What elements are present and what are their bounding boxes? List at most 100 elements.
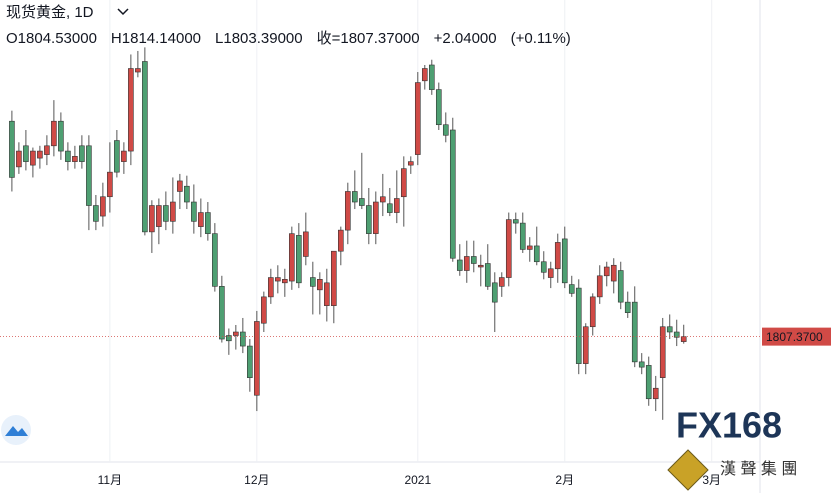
candle-body bbox=[121, 150, 127, 162]
candle-body bbox=[51, 120, 57, 147]
candle-body bbox=[310, 277, 316, 287]
watermark: FX168 漢 聲 集 團 bbox=[667, 405, 797, 491]
ohlc-value: H1814.14000 bbox=[111, 30, 201, 47]
candle-body bbox=[610, 264, 617, 282]
candle-body bbox=[575, 287, 582, 364]
candle-body bbox=[393, 198, 400, 213]
x-tick-label: 2月 bbox=[555, 473, 574, 487]
candle-body bbox=[540, 261, 547, 273]
ohlc-value: (+0.11%) bbox=[511, 30, 571, 47]
candle-body bbox=[282, 279, 288, 284]
candle-body bbox=[603, 266, 610, 277]
candle-body bbox=[666, 326, 673, 333]
candle-body bbox=[254, 321, 260, 396]
candle-body bbox=[477, 264, 484, 268]
candle-body bbox=[345, 191, 351, 231]
candle-body bbox=[205, 212, 211, 234]
candle-body bbox=[596, 275, 603, 298]
candle-body bbox=[289, 233, 295, 282]
candle-body bbox=[233, 331, 239, 336]
candle-body bbox=[373, 201, 379, 234]
candle-body bbox=[561, 238, 568, 284]
candle-body bbox=[163, 205, 169, 222]
last-price-label: 1807.3700 bbox=[766, 330, 823, 344]
candle-body bbox=[624, 301, 631, 313]
candle-body bbox=[114, 140, 120, 173]
candle-body bbox=[421, 68, 428, 82]
candle-body bbox=[379, 196, 386, 203]
candle-body bbox=[526, 245, 533, 250]
x-tick-label: 2021 bbox=[404, 473, 431, 487]
x-tick-label: 11月 bbox=[98, 473, 122, 487]
ohlc-value: 收=1807.37000 bbox=[317, 30, 420, 47]
candle-body bbox=[407, 161, 414, 166]
candle-body bbox=[470, 256, 477, 264]
candle-body bbox=[359, 198, 365, 206]
candle-body bbox=[135, 68, 141, 73]
ohlc-value: +2.04000 bbox=[434, 30, 497, 47]
candle-body bbox=[93, 205, 99, 222]
candle-body bbox=[23, 145, 29, 162]
candle-body bbox=[456, 259, 463, 271]
candle-body bbox=[226, 335, 232, 342]
candle-body bbox=[219, 286, 225, 340]
candle-body bbox=[484, 263, 491, 287]
logo-icon bbox=[1, 415, 31, 445]
dropdown-chevron[interactable] bbox=[117, 8, 129, 16]
last-price-tag bbox=[762, 327, 831, 346]
candle-body bbox=[107, 171, 113, 198]
candle-body bbox=[652, 387, 659, 400]
candle-body bbox=[16, 150, 22, 168]
candle-body bbox=[659, 326, 666, 378]
candle-body bbox=[519, 222, 526, 250]
candle-body bbox=[352, 191, 358, 203]
candle-body bbox=[149, 205, 155, 233]
candle-body bbox=[79, 145, 85, 162]
candle-body bbox=[142, 61, 148, 233]
candle-body bbox=[533, 245, 540, 263]
candle-body bbox=[589, 296, 596, 328]
candle-body bbox=[582, 326, 589, 364]
candle-body bbox=[198, 212, 204, 227]
candle-body bbox=[512, 219, 519, 224]
chart-title[interactable]: 现货黄金, 1D bbox=[6, 4, 94, 21]
candle-body bbox=[240, 331, 246, 347]
candle-body bbox=[128, 68, 134, 152]
candle-body bbox=[366, 205, 372, 234]
candle-body bbox=[505, 219, 512, 278]
candle-body bbox=[170, 201, 176, 222]
candle-body bbox=[261, 296, 267, 324]
candle-body bbox=[324, 282, 330, 306]
watermark-logo: FX168 bbox=[676, 405, 782, 446]
candle-body bbox=[44, 145, 50, 155]
candle-body bbox=[680, 336, 687, 342]
candle-body bbox=[547, 268, 554, 278]
watermark-name: 漢 聲 集 團 bbox=[720, 460, 797, 478]
candle-body bbox=[638, 361, 645, 368]
candle-body bbox=[491, 282, 498, 303]
candle-body bbox=[86, 145, 92, 206]
candle-body bbox=[9, 120, 15, 178]
candle-body bbox=[317, 279, 323, 291]
candle-body bbox=[442, 124, 449, 136]
candle-body bbox=[296, 235, 302, 284]
candle-body bbox=[568, 284, 575, 294]
candle-body bbox=[184, 185, 190, 203]
candle-body bbox=[58, 120, 64, 152]
candle-body bbox=[645, 365, 652, 400]
candle-body bbox=[156, 205, 162, 227]
candle-body bbox=[449, 129, 456, 259]
ohlc-value: L1803.39000 bbox=[215, 30, 303, 47]
candle-body bbox=[268, 277, 274, 298]
candle-body bbox=[554, 242, 561, 270]
candle-body bbox=[100, 196, 106, 217]
candle-body bbox=[212, 233, 218, 287]
candle-body bbox=[191, 201, 197, 222]
x-tick-label: 12月 bbox=[244, 473, 269, 487]
candle-body bbox=[247, 345, 253, 378]
candle-body bbox=[37, 150, 43, 159]
candle-body bbox=[463, 256, 470, 271]
candle-body bbox=[338, 229, 344, 252]
candle-body bbox=[303, 231, 309, 257]
